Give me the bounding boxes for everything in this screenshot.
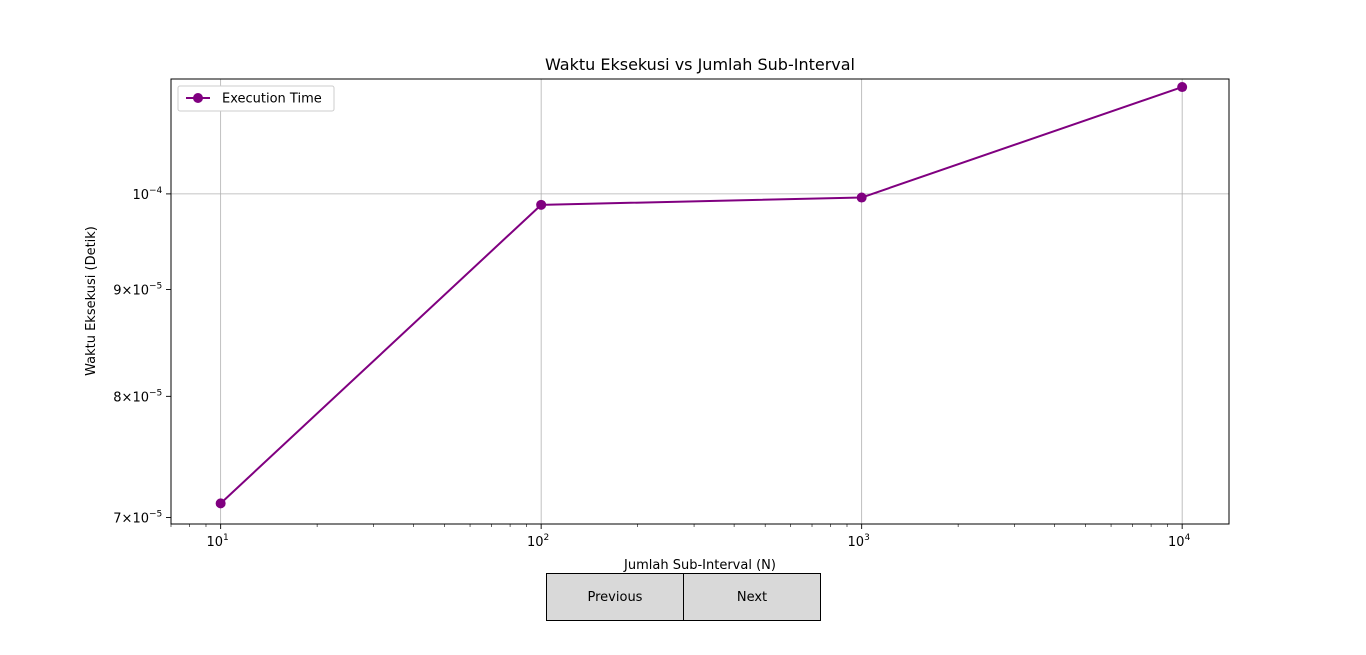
y-tick-exponent: −5 [149,509,162,519]
y-tick-exponent: −5 [149,281,162,291]
y-axis-label: Waktu Eksekusi (Detik) [84,226,99,376]
x-tick-label: 102 [527,533,549,550]
y-tick-exponent: −5 [149,388,162,398]
next-button[interactable]: Next [683,573,821,621]
y-tick-label: 8×10 [113,390,149,405]
data-point-marker [215,498,226,509]
x-tick-label: 101 [207,533,229,550]
data-point-marker [856,192,867,203]
legend-box [177,85,335,112]
data-point-marker [1177,82,1188,93]
plot-series [215,82,1188,509]
x-axis-label: Jumlah Sub-Interval (N) [623,558,776,573]
y-tick-label: 9×10 [113,283,149,298]
legend-marker-swatch [193,93,203,103]
series-line-execution-time [219,86,1183,505]
y-tick-exponent: −4 [149,186,163,196]
y-tick-label: 10 [132,188,149,203]
axes-frame [170,78,1230,525]
chart-title: Waktu Eksekusi vs Jumlah Sub-Interval [545,55,855,74]
x-tick-label: 104 [1168,533,1191,550]
legend: Execution Time [177,85,335,112]
legend-label: Execution Time [222,92,322,107]
previous-button[interactable]: Previous [546,573,684,621]
grid-lines [171,79,1229,524]
data-point-marker [536,199,547,210]
x-tick-label: 103 [848,533,870,550]
y-tick-label: 7×10 [113,511,149,526]
